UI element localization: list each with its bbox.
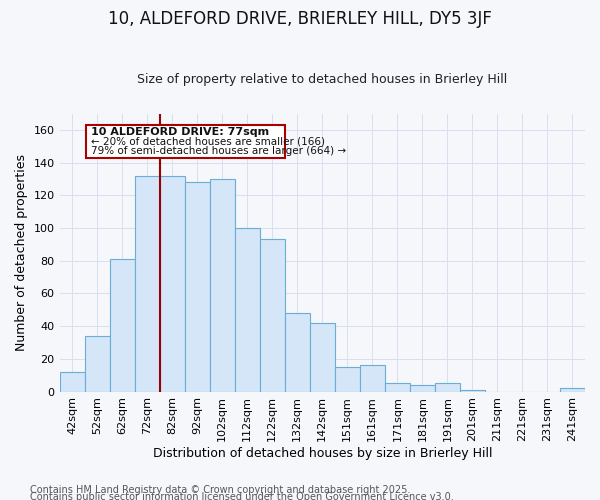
Bar [85, 336, 110, 392]
Bar [185, 182, 209, 392]
Text: 10 ALDEFORD DRIVE: 77sqm: 10 ALDEFORD DRIVE: 77sqm [91, 126, 269, 136]
FancyBboxPatch shape [86, 125, 285, 158]
Bar [460, 390, 485, 392]
X-axis label: Distribution of detached houses by size in Brierley Hill: Distribution of detached houses by size … [152, 447, 492, 460]
Bar [134, 176, 160, 392]
Text: 79% of semi-detached houses are larger (664) →: 79% of semi-detached houses are larger (… [91, 146, 346, 156]
Text: 10, ALDEFORD DRIVE, BRIERLEY HILL, DY5 3JF: 10, ALDEFORD DRIVE, BRIERLEY HILL, DY5 3… [108, 10, 492, 28]
Bar [235, 228, 260, 392]
Bar [360, 366, 385, 392]
Bar [410, 385, 435, 392]
Text: Contains public sector information licensed under the Open Government Licence v3: Contains public sector information licen… [30, 492, 454, 500]
Bar [560, 388, 585, 392]
Title: Size of property relative to detached houses in Brierley Hill: Size of property relative to detached ho… [137, 73, 508, 86]
Y-axis label: Number of detached properties: Number of detached properties [15, 154, 28, 351]
Bar [435, 384, 460, 392]
Bar [110, 259, 134, 392]
Bar [285, 313, 310, 392]
Bar [335, 367, 360, 392]
Bar [209, 179, 235, 392]
Text: ← 20% of detached houses are smaller (166): ← 20% of detached houses are smaller (16… [91, 136, 325, 146]
Bar [385, 384, 410, 392]
Bar [59, 372, 85, 392]
Bar [310, 323, 335, 392]
Text: Contains HM Land Registry data © Crown copyright and database right 2025.: Contains HM Land Registry data © Crown c… [30, 485, 410, 495]
Bar [160, 176, 185, 392]
Bar [260, 240, 285, 392]
